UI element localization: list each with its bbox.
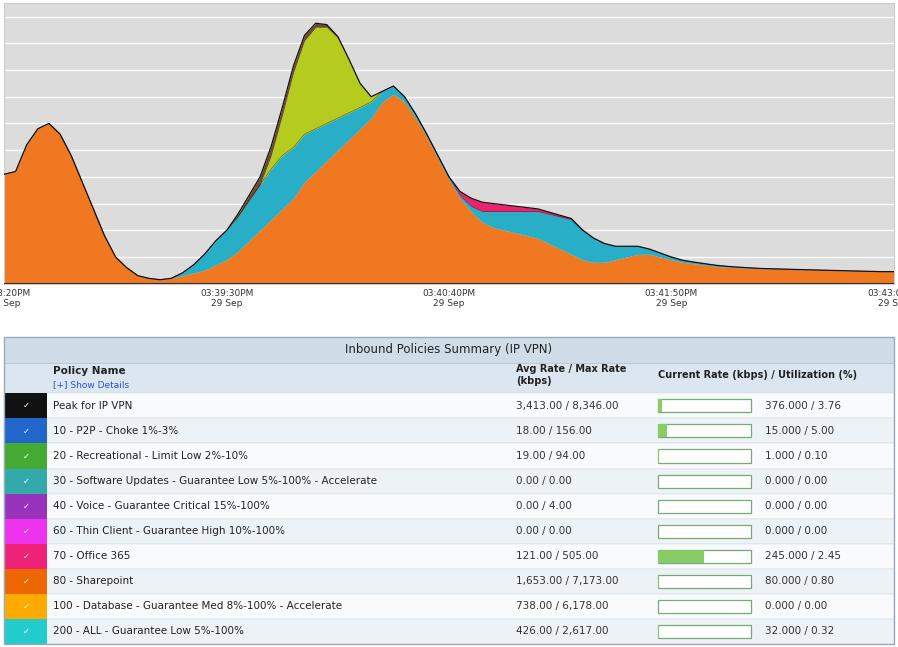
Text: 0.000 / 0.00: 0.000 / 0.00 <box>764 601 827 611</box>
Bar <box>4 519 894 543</box>
Bar <box>4 619 894 644</box>
Bar <box>658 450 659 463</box>
Text: 1.000 / 0.10: 1.000 / 0.10 <box>764 451 827 461</box>
Bar <box>658 550 752 563</box>
Text: 80.000 / 0.80: 80.000 / 0.80 <box>764 576 833 586</box>
Text: 80 - Sharepoint: 80 - Sharepoint <box>53 576 134 586</box>
Bar <box>658 625 659 638</box>
Text: 18.00 / 156.00: 18.00 / 156.00 <box>515 426 592 436</box>
Text: ✓: ✓ <box>22 426 30 435</box>
Bar <box>4 569 48 594</box>
Bar <box>658 450 752 463</box>
Text: Inbound Policies Summary (IP VPN): Inbound Policies Summary (IP VPN) <box>346 343 552 356</box>
Bar <box>4 419 894 443</box>
Text: 70 - Office 365: 70 - Office 365 <box>53 551 131 561</box>
Text: 20 - Recreational - Limit Low 2%-10%: 20 - Recreational - Limit Low 2%-10% <box>53 451 249 461</box>
Text: ✓: ✓ <box>22 452 30 461</box>
Text: 0.00 / 0.00: 0.00 / 0.00 <box>515 476 571 486</box>
Bar <box>658 424 667 437</box>
Text: ✓: ✓ <box>22 602 30 611</box>
Bar <box>658 499 752 512</box>
Bar <box>658 474 752 488</box>
Text: 0.000 / 0.00: 0.000 / 0.00 <box>764 501 827 511</box>
Text: 738.00 / 6,178.00: 738.00 / 6,178.00 <box>515 601 608 611</box>
Text: ✓: ✓ <box>22 576 30 586</box>
Text: 245.000 / 2.45: 245.000 / 2.45 <box>764 551 841 561</box>
Text: ✓: ✓ <box>22 501 30 510</box>
Bar <box>4 393 48 419</box>
Text: ✓: ✓ <box>22 627 30 636</box>
Bar <box>4 468 894 494</box>
Text: 19.00 / 94.00: 19.00 / 94.00 <box>515 451 585 461</box>
Text: 60 - Thin Client - Guarantee High 10%-100%: 60 - Thin Client - Guarantee High 10%-10… <box>53 526 286 536</box>
Bar <box>658 399 662 412</box>
Text: 15.000 / 5.00: 15.000 / 5.00 <box>764 426 833 436</box>
Text: ✓: ✓ <box>22 552 30 561</box>
Text: ✓: ✓ <box>22 477 30 485</box>
Bar <box>4 494 48 519</box>
Text: 0.00 / 0.00: 0.00 / 0.00 <box>515 526 571 536</box>
Bar <box>4 494 894 519</box>
Text: 0.00 / 4.00: 0.00 / 4.00 <box>515 501 571 511</box>
Bar <box>658 575 752 587</box>
Text: 30 - Software Updates - Guarantee Low 5%-100% - Accelerate: 30 - Software Updates - Guarantee Low 5%… <box>53 476 377 486</box>
Bar <box>4 594 894 619</box>
Bar <box>4 594 48 619</box>
Text: 376.000 / 3.76: 376.000 / 3.76 <box>764 401 841 411</box>
Bar <box>658 600 752 613</box>
Text: Peak for IP VPN: Peak for IP VPN <box>53 401 133 411</box>
Bar <box>4 393 894 419</box>
Bar <box>4 468 48 494</box>
Text: 10 - P2P - Choke 1%-3%: 10 - P2P - Choke 1%-3% <box>53 426 179 436</box>
Text: [+] Show Details: [+] Show Details <box>53 380 129 389</box>
Text: 32.000 / 0.32: 32.000 / 0.32 <box>764 626 834 636</box>
Text: 0.000 / 0.00: 0.000 / 0.00 <box>764 476 827 486</box>
Bar <box>4 443 48 468</box>
Bar <box>4 419 48 443</box>
Bar <box>4 543 894 569</box>
Text: 3,413.00 / 8,346.00: 3,413.00 / 8,346.00 <box>515 401 618 411</box>
Bar <box>4 443 894 468</box>
Bar <box>4 543 48 569</box>
Text: ✓: ✓ <box>22 527 30 536</box>
Bar <box>658 550 704 563</box>
Bar <box>658 575 659 587</box>
Text: 0.000 / 0.00: 0.000 / 0.00 <box>764 526 827 536</box>
Text: 1,653.00 / 7,173.00: 1,653.00 / 7,173.00 <box>515 576 618 586</box>
Bar <box>658 424 752 437</box>
Text: 40 - Voice - Guarantee Critical 15%-100%: 40 - Voice - Guarantee Critical 15%-100% <box>53 501 270 511</box>
Bar <box>4 363 894 393</box>
Text: Current Rate (kbps) / Utilization (%): Current Rate (kbps) / Utilization (%) <box>658 370 857 380</box>
Bar <box>658 399 752 412</box>
Bar <box>4 619 48 644</box>
Bar <box>4 336 894 363</box>
Text: 426.00 / 2,617.00: 426.00 / 2,617.00 <box>515 626 608 636</box>
Text: Avg Rate / Max Rate
(kbps): Avg Rate / Max Rate (kbps) <box>515 364 626 386</box>
Bar <box>4 519 48 543</box>
Text: 100 - Database - Guarantee Med 8%-100% - Accelerate: 100 - Database - Guarantee Med 8%-100% -… <box>53 601 342 611</box>
Bar <box>658 525 752 538</box>
Text: Policy Name: Policy Name <box>53 366 126 377</box>
Bar <box>658 625 752 638</box>
Text: ✓: ✓ <box>22 401 30 410</box>
Text: 200 - ALL - Guarantee Low 5%-100%: 200 - ALL - Guarantee Low 5%-100% <box>53 626 244 636</box>
Text: 121.00 / 505.00: 121.00 / 505.00 <box>515 551 598 561</box>
Bar <box>4 569 894 594</box>
